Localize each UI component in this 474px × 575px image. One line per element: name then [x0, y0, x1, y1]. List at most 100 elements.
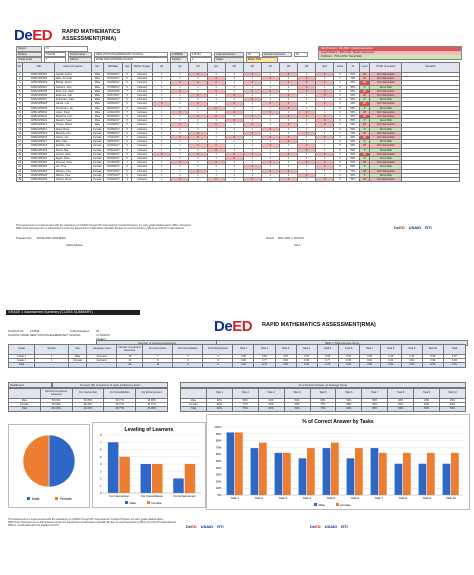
table-cell: 1	[188, 156, 208, 162]
table-cell: 1	[224, 97, 244, 103]
y-tick-label: 100%	[214, 425, 222, 429]
table-row: 15 126521150015 Bautista, Ana Female 05/06/2…	[15, 130, 460, 137]
table-cell: 6	[202, 362, 234, 368]
bar-female	[379, 452, 387, 495]
table-cell: Cebuano	[86, 353, 118, 360]
table-cell: 46%	[439, 397, 466, 404]
table-cell: Cebuano	[130, 143, 154, 149]
table-cell: 90%	[345, 156, 360, 162]
table-cell: 40%	[345, 101, 360, 107]
table-cell: 1	[315, 84, 335, 90]
table-cell: 60%	[345, 71, 360, 78]
table-cell: 0	[206, 177, 226, 183]
table-cell: 01/09/2017	[103, 80, 124, 86]
table-cell: 02/14/2017	[103, 143, 124, 149]
column-header: Task 3	[257, 388, 285, 399]
table-cell: Female	[90, 172, 105, 179]
table-cell: For Intervention	[369, 151, 403, 158]
table-row: Male 50.00% 53.85% 30.77% 15.38%	[8, 397, 168, 404]
bar-male	[442, 463, 451, 495]
table-cell: LP	[358, 177, 371, 183]
table-cell: 1	[206, 156, 226, 162]
table-cell: 09/02/2017	[103, 139, 124, 145]
table-cell: 1	[170, 84, 190, 90]
table-cell: 0	[170, 109, 190, 116]
x-tick-label: Task 7	[375, 496, 384, 500]
table-cell: 1	[315, 156, 335, 162]
table-cell: 6	[15, 92, 24, 99]
table-cell: 1	[224, 88, 244, 95]
pie-slice-female	[22, 434, 50, 488]
column-header: Task 9	[413, 388, 441, 399]
table-cell: 1	[152, 71, 172, 78]
column-header: Q4	[206, 62, 226, 73]
table-cell: Not at Risk	[369, 147, 403, 153]
table-cell: 1	[188, 105, 208, 111]
table-cell: 1	[152, 172, 172, 179]
table-cell: 25	[15, 172, 24, 179]
table-cell: For Intervention	[369, 92, 403, 99]
table-cell: Cebuano	[130, 164, 154, 170]
table-cell: Cebuano	[130, 126, 154, 132]
table-cell: Not at Risk	[369, 156, 403, 162]
table-cell: 80%	[345, 164, 360, 170]
summary-section-bar: GRADE 1 Assessment Summary (CLASS SUMMAR…	[6, 310, 140, 315]
table-cell: 1	[170, 147, 190, 153]
bar-female	[403, 452, 411, 495]
y-tick-label: 1	[100, 484, 102, 488]
leveling-chart: Leveling of Learners 0 1 2 3 4 5 6 7 8 For Interve…	[92, 422, 206, 508]
table-cell: 92%	[205, 406, 233, 412]
table-cell: 1	[206, 97, 226, 103]
table-cell: 0	[224, 92, 244, 99]
table-row: 6 126521150006 Espinosa, Carl Male 02/27/201…	[15, 92, 460, 99]
table-cell: 0	[188, 135, 208, 141]
table-cell: 0.62	[274, 362, 297, 368]
usaid-logo: USAID	[408, 225, 422, 230]
table-cell: Fernandez, Paul	[54, 97, 92, 103]
table-cell: 1	[188, 172, 208, 179]
table-row: Total 92% 73% 62% 62% 73% 62% 65% 54% 54% 54%	[180, 406, 466, 412]
table-cell: 1	[188, 122, 208, 128]
table-cell: 1	[152, 88, 172, 95]
y-tick-label: 5	[100, 455, 102, 459]
table-cell: 1	[152, 130, 172, 137]
column-header: Task 4	[283, 388, 311, 399]
table-cell: Not at Risk	[369, 172, 403, 179]
table-cell: 90%	[345, 139, 360, 145]
table-cell: 70%	[345, 130, 360, 137]
column-header: %	[345, 62, 360, 73]
page-title: RAPID MATHEMATICS ASSESSMENT(RMA)	[62, 29, 121, 42]
table-cell: 0	[206, 160, 226, 166]
school-name-label: SCHOOL NAME:	[8, 332, 30, 337]
table-cell: 1	[315, 168, 335, 174]
table-cell: 24	[15, 168, 24, 174]
column-header: Task 9	[400, 344, 423, 355]
table-cell: Total	[180, 406, 207, 412]
table-cell: 1	[15, 71, 24, 78]
table-cell: 1	[224, 71, 244, 78]
table-cell	[34, 362, 70, 368]
column-header: Task 7	[358, 344, 381, 355]
table-cell: Total	[8, 406, 41, 412]
table-cell: 1	[170, 118, 190, 124]
proficiency-legend: Not Proficient - 0%-49% / Critical inter…	[318, 46, 462, 60]
table-cell	[86, 362, 118, 368]
table-cell: 0	[224, 118, 244, 124]
table-row: 20 126521150020 Gomez, Nina Female 06/08/201…	[15, 151, 460, 158]
school-id-label: SCHOOL ID:	[8, 329, 25, 333]
legend-swatch	[55, 497, 58, 500]
table-cell: Cebuano	[130, 139, 154, 145]
column-header: For Enhancement	[202, 344, 234, 355]
table-row: 10 126521150010 Lopez, Ryan Male 12/01/2016 7…	[15, 109, 460, 116]
table-cell: 1	[188, 147, 208, 153]
y-tick-label: 10%	[216, 486, 222, 490]
x-tick-label: Task 10	[446, 496, 456, 500]
table-cell: 7	[15, 97, 24, 103]
table-cell: 0	[188, 168, 208, 174]
column-header: Task 2	[253, 344, 276, 355]
table-cell: Cebuano	[130, 172, 154, 179]
table-cell: 54%	[413, 406, 441, 412]
table-cell: 80%	[345, 118, 360, 124]
table-cell: 03/03/2017	[103, 164, 124, 170]
designation-adviser: Class Adviser	[66, 243, 83, 247]
